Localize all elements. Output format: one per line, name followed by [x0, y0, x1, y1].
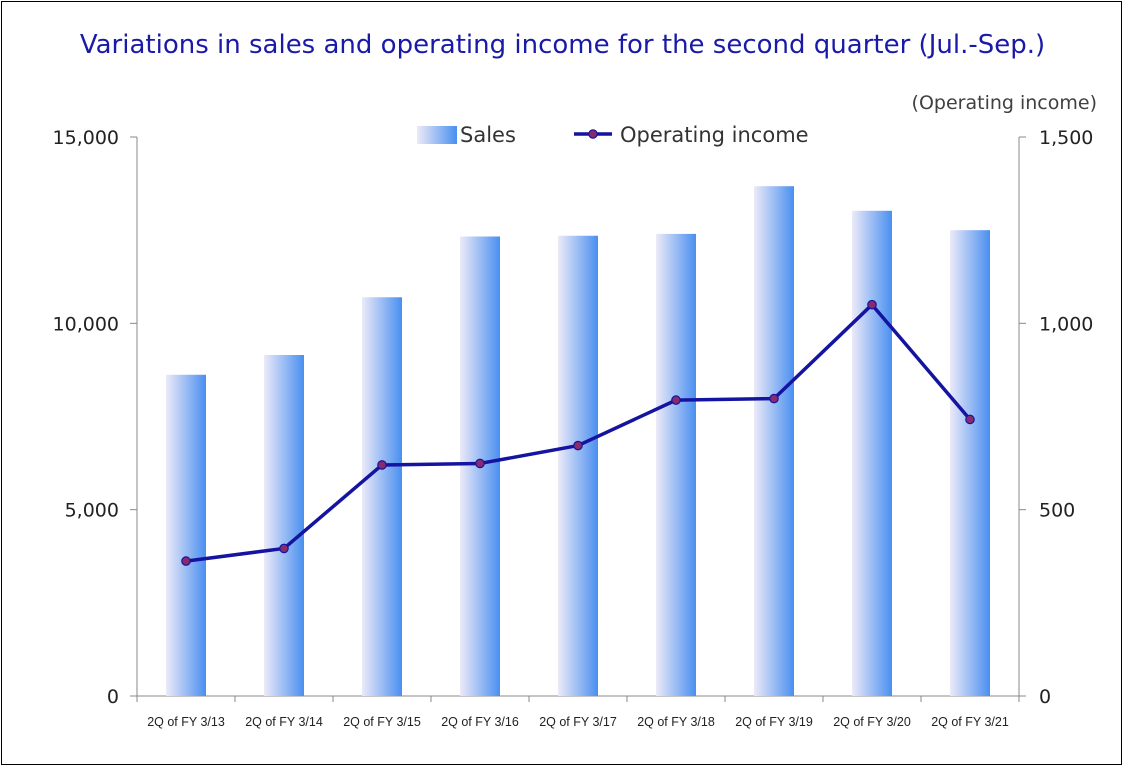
operating-income-point	[573, 440, 583, 451]
operating-income-point	[867, 299, 877, 310]
right-tick-label: 500	[1039, 500, 1075, 522]
right-tick-label: 1,500	[1039, 127, 1093, 149]
x-tick-label: 2Q of FY 3/18	[637, 715, 715, 729]
legend-sales-swatch	[417, 126, 457, 144]
legend-operating-income-label: Operating income	[620, 123, 809, 147]
chart-title: Variations in sales and operating income…	[79, 30, 1046, 60]
x-tick-label: 2Q of FY 3/17	[539, 715, 617, 729]
operating-income-point	[279, 543, 289, 554]
right-tick-label: 0	[1039, 686, 1051, 708]
operating-income-point	[475, 458, 485, 469]
x-tick-label: 2Q of FY 3/16	[441, 715, 519, 729]
operating-income-point	[377, 460, 387, 470]
sales-bar	[362, 297, 402, 696]
axis-labels: 0 5,000 10,000 15,000 0 500 1,000 1,500 2Q of FY…	[53, 127, 1094, 729]
right-axis-unit-label: (Operating income)	[911, 92, 1097, 114]
legend: Sales Operating income	[417, 123, 809, 147]
operating-income-point	[965, 414, 975, 425]
sales-bar	[264, 355, 304, 696]
x-tick-label: 2Q of FY 3/14	[245, 715, 323, 729]
right-tick-label: 1,000	[1039, 313, 1093, 335]
line-series-operating-income	[181, 299, 975, 566]
left-tick-label: 15,000	[53, 127, 119, 149]
operating-income-point	[769, 393, 779, 404]
x-tick-label: 2Q of FY 3/20	[833, 715, 911, 729]
x-tick-label: 2Q of FY 3/19	[735, 715, 813, 729]
left-tick-label: 10,000	[53, 313, 119, 335]
x-tick-label: 2Q of FY 3/15	[343, 715, 421, 729]
operating-income-point	[671, 395, 681, 405]
legend-operating-income-marker	[588, 129, 598, 139]
x-tick-label: 2Q of FY 3/13	[147, 715, 225, 729]
bar-series-sales	[166, 186, 990, 697]
left-tick-label: 0	[107, 686, 119, 708]
sales-bar	[656, 233, 696, 697]
sales-bar	[166, 374, 206, 696]
sales-bar	[558, 235, 598, 697]
sales-bar	[950, 230, 990, 696]
x-tick-label: 2Q of FY 3/21	[931, 715, 1009, 729]
legend-sales-label: Sales	[460, 123, 516, 147]
sales-bar	[754, 186, 794, 696]
left-tick-label: 5,000	[65, 500, 119, 522]
sales-bar	[852, 210, 892, 696]
operating-income-point	[181, 556, 191, 566]
